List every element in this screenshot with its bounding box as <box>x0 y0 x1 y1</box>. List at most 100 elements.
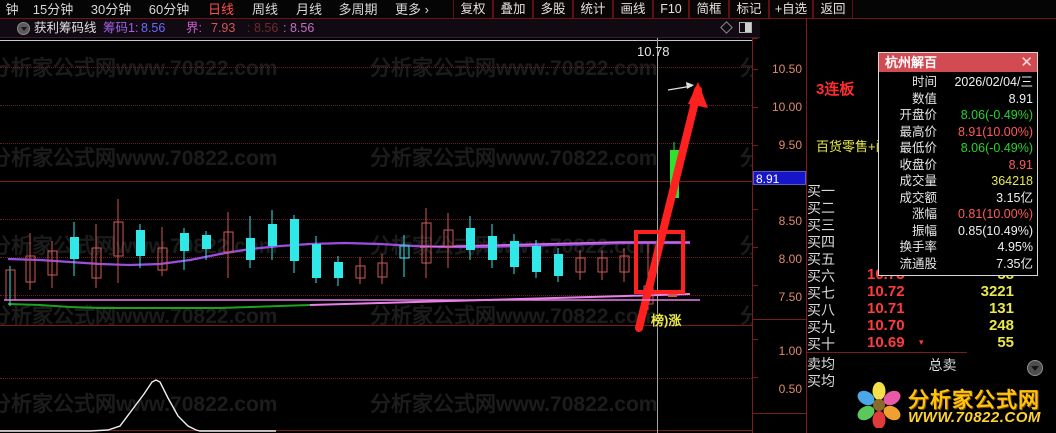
axis-label-750: 7.50 <box>778 290 802 304</box>
popup-key: 开盘价 <box>899 108 937 122</box>
button-duogu[interactable]: 多股 <box>533 0 573 18</box>
popup-row: 最高价 8.91(10.00%) <box>879 124 1037 141</box>
popup-value: 8.06(-0.49%) <box>960 108 1033 122</box>
price-pointer-arrow <box>667 82 694 91</box>
order-volume: 248 <box>988 317 1014 334</box>
current-price-marker: 8.91 <box>753 171 806 186</box>
order-row-label-buy6: 买六 <box>807 268 835 284</box>
order-row-label-buy10: 买十 <box>807 336 835 352</box>
tab-period-multi[interactable]: 多周期 <box>338 2 378 17</box>
site-logo: 分析家公式网 WWW.70822.COM <box>852 378 1056 433</box>
close-icon[interactable]: ✕ <box>1020 54 1033 71</box>
popup-row: 最低价 8.06(-0.49%) <box>879 140 1037 157</box>
order-book-row[interactable]: 10.69 ▾ 55 <box>865 334 1020 351</box>
button-fuquan[interactable]: 复权 <box>453 0 493 18</box>
indicator-band-v2: : 8.56 <box>247 21 279 35</box>
order-price: 10.71 <box>867 300 905 317</box>
chevron-down-icon[interactable] <box>17 22 30 35</box>
popup-key: 时间 <box>911 75 937 89</box>
button-tongji[interactable]: 统计 <box>573 0 613 18</box>
popup-row: 时间 2026/02/04/三 <box>879 74 1037 91</box>
order-price: 10.70 <box>867 317 905 334</box>
crosshair-vertical-line <box>657 38 658 433</box>
total-sell-label: 总卖 <box>928 357 957 373</box>
popup-row: 流通股 7.35亿 <box>879 256 1037 273</box>
button-f10[interactable]: F10 <box>653 0 689 18</box>
popup-key: 收盘价 <box>899 157 937 172</box>
tab-period-weekly[interactable]: 周线 <box>251 2 278 17</box>
breakout-arrow <box>635 82 708 332</box>
tab-period-more[interactable]: 更多 › <box>395 2 429 17</box>
tab-period-30min[interactable]: 30分钟 <box>90 2 132 17</box>
order-book-row[interactable]: 10.71 131 <box>865 300 1020 317</box>
popup-title-bar: 杭州解百 ✕ <box>879 53 1037 72</box>
popup-key: 最低价 <box>899 141 937 155</box>
popup-key: 涨幅 <box>911 207 937 221</box>
price-axis[interactable]: 10.50 10.00 9.50 8.91 8.50 8.00 7.50 1.0… <box>752 19 807 433</box>
popup-key: 换手率 <box>899 240 937 254</box>
tab-period-zhong[interactable]: 钟 <box>5 2 19 17</box>
indicator-series-label: 筹码1: <box>103 21 139 35</box>
limit-up-tag: 榜)涨 <box>651 313 682 328</box>
order-row-label-buy3: 买三 <box>807 217 835 233</box>
order-row-label-buy8: 买八 <box>807 302 835 318</box>
order-row-label-buy9: 买九 <box>807 319 835 335</box>
order-volume: 131 <box>988 300 1014 317</box>
axis-label-050: 0.50 <box>778 382 802 396</box>
popup-key: 振幅 <box>911 223 937 238</box>
button-huaxian[interactable]: 画线 <box>613 0 653 18</box>
order-row-label-buy2: 买二 <box>807 200 835 216</box>
panel-layout-icon[interactable] <box>739 22 752 33</box>
button-jiankuang[interactable]: 简框 <box>689 0 729 18</box>
indicator-band-v1: 7.93 <box>211 21 236 35</box>
order-book-row[interactable]: 10.70 248 <box>865 317 1020 334</box>
indicator-bar: 获利筹码线 筹码1: 8.56 界: 7.93 : 8.56 : 8.56 <box>0 19 760 38</box>
popup-row: 数值 8.91 <box>879 91 1037 108</box>
button-add-watchlist[interactable]: +自选 <box>769 0 813 18</box>
quote-detail-popup: 杭州解百 ✕ 时间 2026/02/04/三 数值 8.91 开盘价 8.06(-0.… <box>878 52 1038 276</box>
popup-key: 成交额 <box>899 190 937 205</box>
popup-key: 流通股 <box>899 256 937 271</box>
order-row-label-buy-avg: 买均 <box>807 373 835 389</box>
order-book-row[interactable]: 10.72 3221 <box>865 283 1020 300</box>
popup-body: 时间 2026/02/04/三 数值 8.91 开盘价 8.06(-0.49%) 最高… <box>879 72 1037 275</box>
tab-period-monthly[interactable]: 月线 <box>295 2 322 17</box>
popup-row: 换手率 4.95% <box>879 239 1037 256</box>
axis-label-100: 1.00 <box>778 344 802 358</box>
popup-value: 8.91 <box>1008 91 1033 106</box>
popup-value: 8.06(-0.49%) <box>960 141 1033 155</box>
tab-period-15min[interactable]: 15分钟 <box>32 2 74 17</box>
indicator-name[interactable]: 获利筹码线 <box>34 21 97 35</box>
down-arrow-icon: ▾ <box>919 337 924 347</box>
order-row-label-buy1: 买一 <box>807 183 835 199</box>
chart-canvas[interactable] <box>0 38 752 433</box>
axis-label-1050: 10.50 <box>771 62 802 76</box>
popup-key: 最高价 <box>899 124 937 139</box>
popup-row: 成交额 3.15亿 <box>879 190 1037 207</box>
indicator-band-label: 界: <box>186 21 202 35</box>
order-price: 10.69 <box>867 334 905 351</box>
price-annotation-label: 10.78 <box>637 44 670 59</box>
button-biaoji[interactable]: 标记 <box>729 0 769 18</box>
order-volume: 3221 <box>980 283 1014 300</box>
popup-value: 364218 <box>991 174 1033 188</box>
button-return[interactable]: 返回 <box>813 0 853 18</box>
highlight-rectangle[interactable] <box>634 230 685 294</box>
order-volume: 55 <box>997 334 1014 351</box>
popup-row: 开盘价 8.06(-0.49%) <box>879 107 1037 124</box>
chip-distribution-line <box>4 299 700 301</box>
order-row-label-sell-avg: 卖均 <box>807 356 835 372</box>
tab-period-60min[interactable]: 60分钟 <box>148 2 190 17</box>
order-row-label-buy7: 买七 <box>807 285 835 301</box>
sector-tag: 百货零售+间 <box>816 139 889 154</box>
popup-value: 8.91(10.00%) <box>957 124 1033 139</box>
tab-period-daily[interactable]: 日线 <box>207 2 234 17</box>
logo-text-url: WWW.70822.COM <box>908 409 1041 426</box>
strip-dropdown-icon[interactable] <box>1027 360 1043 376</box>
popup-row: 收盘价 8.91 <box>879 157 1037 174</box>
popup-key: 成交量 <box>899 174 937 188</box>
axis-label-950: 9.50 <box>778 138 802 152</box>
popup-value: 2026/02/04/三 <box>954 75 1033 89</box>
button-diejia[interactable]: 叠加 <box>493 0 533 18</box>
